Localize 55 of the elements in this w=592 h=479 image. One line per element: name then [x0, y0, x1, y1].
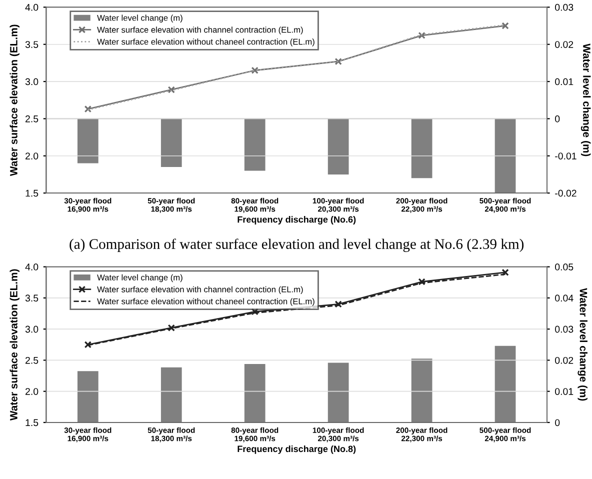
legend-label: Water level change (m) [97, 274, 182, 282]
y2-tick-label: 0.03 [555, 326, 574, 333]
y-tick-label: 4.0 [25, 4, 38, 11]
legend-label: Water level change (m) [97, 14, 182, 22]
y-tick-label: 2.0 [26, 152, 38, 160]
y2-tick-label: 0.02 [555, 356, 574, 364]
point [84, 341, 92, 348]
y-tick-label: 3.0 [25, 78, 38, 86]
point [168, 324, 175, 332]
y-axis-title: Water surface elevation (EL.m) [10, 24, 20, 176]
bar [244, 364, 266, 422]
x-axis-title: Frequency discharge (No.6) [238, 216, 356, 224]
point [84, 105, 92, 113]
y2-tick-label: 0.01 [555, 78, 574, 86]
bar [160, 367, 182, 422]
y2-tick-label: 0.02 [555, 41, 574, 48]
bar [494, 346, 516, 422]
y-tick-label: 1.5 [26, 190, 38, 197]
point [334, 58, 342, 66]
y-tick-label: 3.0 [25, 326, 38, 333]
y2-tick-label: 0.01 [555, 388, 574, 395]
y2-axis-title: Water level change (m) [578, 288, 588, 401]
y2-tick-label: -0.02 [555, 190, 576, 197]
text: (a) Comparison of water surface elevation and level change at No.6 (2.39 km) [70, 238, 524, 252]
y2-tick-label: -0.01 [555, 152, 576, 160]
y-tick-label: 4.0 [25, 264, 38, 270]
y-tick-label: 3.5 [25, 41, 38, 48]
y2-tick-label: 0.04 [555, 294, 574, 302]
y-tick-label: 3.5 [25, 294, 38, 302]
bar [77, 371, 98, 422]
y-tick-label: 2.5 [26, 356, 38, 364]
y2-tick-label: 0 [555, 419, 560, 426]
point [251, 66, 258, 74]
legend-label: Water surface elevation with channel contraction (EL.m) [97, 26, 303, 34]
y2-tick-label: 0.05 [555, 264, 574, 270]
y-tick-label: 2.5 [26, 115, 38, 122]
legend-label: Water surface elevation without chaneel contraction (EL.m) [97, 298, 314, 306]
y-tick-label: 1.5 [26, 419, 38, 426]
x-axis-title: Frequency discharge (No.8) [238, 445, 356, 454]
legend-label: Water surface elevation without chaneel contraction (EL.m) [97, 38, 314, 46]
point [334, 300, 342, 308]
point [418, 32, 426, 40]
point [502, 22, 509, 30]
point [418, 278, 426, 286]
bar [411, 358, 432, 422]
point [168, 86, 175, 94]
y2-axis-title: Water level change (m) [580, 44, 591, 156]
y2-tick-label: 0 [555, 115, 560, 122]
legend-label: Water surface elevation with channel contraction (EL.m) [97, 286, 303, 294]
y-axis-title: Water surface elevation (EL.m) [10, 269, 20, 421]
y-tick-label: 2.0 [26, 388, 38, 395]
bar [328, 362, 349, 422]
point [251, 308, 258, 316]
y2-tick-label: 0.03 [555, 4, 574, 11]
point [502, 268, 509, 276]
